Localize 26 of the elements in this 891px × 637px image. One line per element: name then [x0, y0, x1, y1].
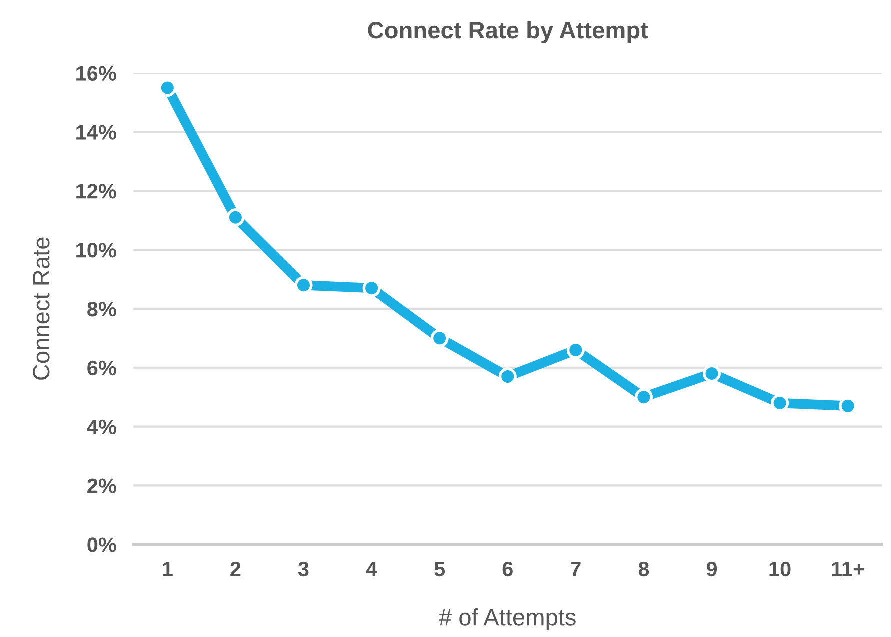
x-tick-label: 1: [163, 562, 173, 576]
y-tick-label: 0%: [88, 538, 116, 552]
x-tick-label: 6: [502, 562, 513, 577]
y-tick-label: 12%: [76, 184, 116, 199]
x-axis-title: # of Attempts: [439, 608, 576, 631]
x-tick-label: 7: [571, 562, 581, 576]
x-tick-label: 10: [770, 562, 791, 577]
x-tick-label: 2: [230, 562, 241, 576]
y-tick-label: 8%: [88, 302, 116, 317]
chart-title: Connect Rate by Attempt: [368, 21, 648, 44]
point: [702, 364, 722, 383]
x-tick-label: 4: [366, 562, 378, 576]
point: [430, 329, 449, 348]
y-axis-title: Connect Rate: [33, 238, 50, 380]
y-tick-label: 10%: [76, 243, 116, 258]
y-tick-label: 16%: [76, 66, 116, 82]
point: [226, 208, 245, 227]
y-tick-label: 6%: [88, 360, 116, 376]
x-tick-label: 5: [434, 562, 446, 577]
x-tick-label: 9: [706, 562, 718, 577]
y-tick-label: 4%: [87, 420, 116, 434]
y-tick-label: 2%: [88, 478, 116, 494]
x-tick-label: 8: [638, 562, 650, 577]
x-tick-label: 3: [298, 562, 309, 577]
x-tick-label: 11+: [832, 562, 864, 576]
y-tick-label: 14%: [76, 125, 116, 140]
